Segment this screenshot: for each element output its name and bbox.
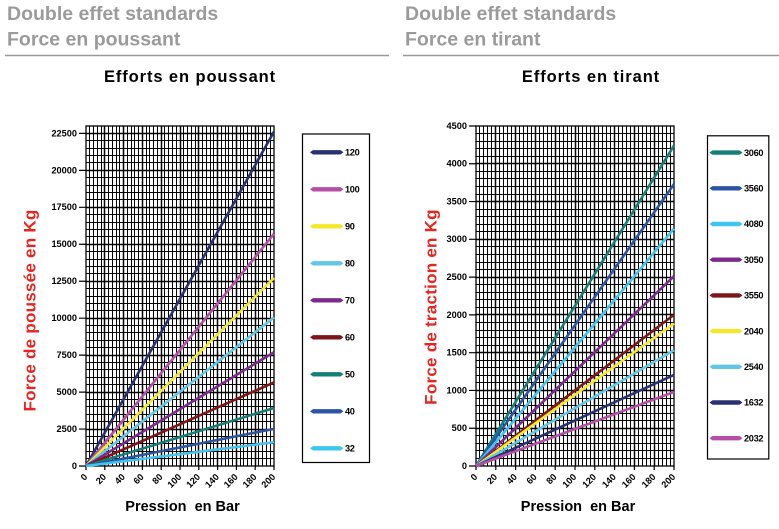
svg-text:0: 0 bbox=[462, 461, 467, 471]
svg-text:3560: 3560 bbox=[744, 184, 763, 194]
svg-text:Efforts en tirant: Efforts en tirant bbox=[522, 68, 660, 86]
svg-text:1500: 1500 bbox=[447, 348, 467, 358]
svg-text:70: 70 bbox=[345, 296, 355, 306]
svg-text:3550: 3550 bbox=[744, 291, 763, 301]
svg-text:7500: 7500 bbox=[57, 350, 77, 360]
svg-text:2000: 2000 bbox=[447, 310, 467, 320]
svg-text:120: 120 bbox=[345, 148, 360, 158]
svg-text:Force de traction en Kg: Force de traction en Kg bbox=[422, 209, 441, 405]
svg-text:2032: 2032 bbox=[744, 433, 763, 443]
svg-text:Double effet standards: Double effet standards bbox=[7, 3, 218, 25]
svg-text:10000: 10000 bbox=[51, 313, 77, 323]
svg-text:4080: 4080 bbox=[744, 219, 763, 229]
svg-text:17500: 17500 bbox=[51, 202, 77, 212]
svg-text:0: 0 bbox=[79, 472, 90, 483]
svg-text:0: 0 bbox=[469, 472, 480, 483]
svg-text:60: 60 bbox=[345, 333, 355, 343]
svg-text:12500: 12500 bbox=[51, 276, 77, 286]
svg-text:2040: 2040 bbox=[744, 326, 763, 336]
svg-text:1632: 1632 bbox=[744, 398, 763, 408]
svg-text:15000: 15000 bbox=[51, 239, 77, 249]
svg-text:2540: 2540 bbox=[744, 362, 763, 372]
svg-text:3500: 3500 bbox=[447, 196, 467, 206]
svg-text:Force de poussée en Kg: Force de poussée en Kg bbox=[21, 210, 40, 412]
svg-text:Pression en Bar: Pression en Bar bbox=[125, 499, 240, 515]
svg-text:4500: 4500 bbox=[447, 121, 467, 131]
svg-text:40: 40 bbox=[345, 407, 355, 417]
svg-text:3060: 3060 bbox=[744, 148, 763, 158]
svg-text:2500: 2500 bbox=[447, 272, 467, 282]
svg-text:3000: 3000 bbox=[447, 234, 467, 244]
svg-text:3050: 3050 bbox=[744, 255, 763, 265]
svg-text:20000: 20000 bbox=[51, 165, 77, 175]
svg-text:80: 80 bbox=[345, 259, 355, 269]
svg-text:100: 100 bbox=[345, 185, 360, 195]
svg-text:22500: 22500 bbox=[51, 128, 77, 138]
svg-text:Force en poussant: Force en poussant bbox=[7, 29, 181, 51]
svg-text:0: 0 bbox=[72, 461, 77, 471]
svg-text:4000: 4000 bbox=[447, 159, 467, 169]
svg-text:Force en tirant: Force en tirant bbox=[405, 29, 541, 51]
svg-text:500: 500 bbox=[452, 423, 467, 433]
svg-text:Pression en Bar: Pression en Bar bbox=[521, 499, 636, 515]
svg-text:32: 32 bbox=[345, 444, 355, 454]
svg-text:Double effet standards: Double effet standards bbox=[405, 3, 616, 25]
svg-text:1000: 1000 bbox=[447, 385, 467, 395]
svg-text:5000: 5000 bbox=[57, 387, 77, 397]
svg-text:2500: 2500 bbox=[57, 424, 77, 434]
svg-text:90: 90 bbox=[345, 222, 355, 232]
svg-text:50: 50 bbox=[345, 370, 355, 380]
svg-text:Efforts en poussant: Efforts en poussant bbox=[104, 68, 276, 86]
